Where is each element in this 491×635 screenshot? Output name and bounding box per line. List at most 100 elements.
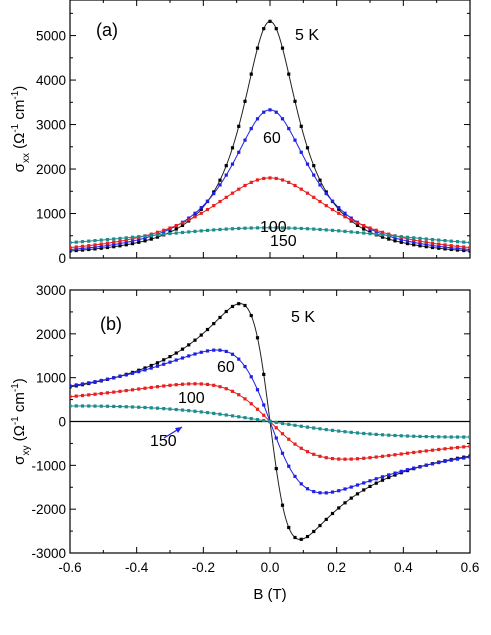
data-point (274, 176, 278, 181)
data-point (312, 529, 316, 534)
data-point (368, 456, 372, 460)
data-point (449, 239, 453, 243)
data-point (468, 455, 470, 459)
panel-b: -3000 -2000 -1000 0 1000 2000 3000 -0.6 -0.4 -0.2… (10, 283, 479, 603)
y-tick-label: 1000 (36, 371, 66, 386)
data-point (274, 436, 278, 440)
data-point (193, 229, 197, 233)
data-point (337, 211, 341, 215)
y-tick-label: 5000 (36, 29, 66, 44)
data-point (243, 364, 247, 369)
data-point (374, 481, 378, 485)
data-point (305, 146, 310, 150)
y-axis-title-part: cm (11, 392, 28, 416)
y-axis-title-part: (Ω (11, 133, 28, 153)
data-point (312, 227, 316, 231)
data-point (243, 138, 247, 142)
series-label: 60 (217, 359, 235, 376)
data-point (318, 491, 322, 495)
data-point (249, 226, 253, 230)
data-point (70, 384, 72, 388)
data-point (443, 247, 447, 251)
data-point (324, 517, 328, 522)
data-point (324, 192, 328, 196)
data-point (70, 404, 72, 408)
data-point (449, 244, 453, 248)
data-point (255, 46, 260, 50)
data-point (262, 372, 266, 377)
data-point (218, 385, 222, 389)
data-point (112, 237, 116, 241)
data-point (224, 349, 228, 354)
data-point (80, 244, 85, 248)
data-point (143, 386, 147, 390)
data-point (262, 176, 266, 181)
data-point (230, 304, 235, 309)
data-point (449, 247, 453, 252)
data-point (112, 240, 116, 244)
data-point (155, 230, 160, 234)
data-point (455, 457, 460, 461)
data-point (324, 204, 328, 208)
data-point (174, 407, 178, 412)
data-point (405, 434, 410, 438)
data-point (237, 415, 241, 419)
data-point (155, 385, 160, 389)
data-point (418, 244, 422, 248)
data-point (324, 491, 328, 495)
data-point (305, 227, 310, 231)
data-point (355, 483, 360, 487)
data-point (287, 422, 291, 426)
data-point (430, 241, 435, 245)
data-point (155, 361, 160, 365)
data-point (255, 178, 260, 182)
data-point (387, 433, 391, 437)
data-point (262, 413, 266, 417)
data-point (187, 343, 191, 347)
data-point (462, 456, 466, 460)
data-point (418, 450, 422, 454)
data-point (268, 19, 272, 23)
data-point (418, 434, 422, 439)
data-point (368, 432, 372, 436)
data-point (380, 235, 385, 239)
data-point (70, 241, 72, 245)
data-point (137, 238, 141, 242)
data-point (80, 382, 85, 386)
data-point (293, 423, 297, 427)
y-tick-label: -1000 (31, 458, 66, 473)
y-tick-label: -2000 (31, 502, 66, 517)
data-point (168, 226, 172, 230)
data-point (424, 240, 428, 244)
data-point (199, 229, 203, 233)
data-point (93, 239, 97, 243)
data-point (443, 245, 447, 249)
data-point (430, 435, 435, 439)
data-point (380, 478, 385, 482)
data-point (199, 211, 203, 215)
y-tick-label: -3000 (31, 546, 66, 561)
y-tick-label: 0 (58, 251, 66, 266)
y-axis-title-part: xx (21, 153, 32, 163)
data-point (405, 242, 410, 246)
data-point (349, 496, 353, 500)
data-point (124, 240, 128, 244)
data-point (412, 238, 416, 242)
data-point (305, 534, 310, 539)
data-point (137, 405, 141, 409)
data-point (80, 246, 85, 251)
data-point (399, 240, 403, 244)
panel-label: (a) (96, 20, 118, 40)
data-point (412, 236, 416, 240)
data-point (249, 402, 253, 406)
data-point (262, 110, 266, 114)
data-point (455, 445, 460, 450)
data-point (362, 231, 366, 235)
data-point (274, 420, 278, 425)
data-point (455, 248, 460, 252)
data-point (368, 484, 372, 489)
data-point (330, 228, 335, 232)
data-point (212, 228, 216, 232)
series-100 (70, 176, 470, 250)
data-point (324, 190, 328, 194)
